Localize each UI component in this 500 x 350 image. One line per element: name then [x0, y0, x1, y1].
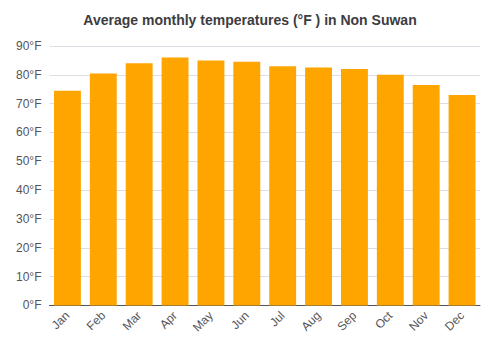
svg-text:90°F: 90°F: [16, 39, 41, 53]
svg-text:Feb: Feb: [84, 308, 109, 333]
svg-text:20°F: 20°F: [16, 241, 41, 255]
svg-text:May: May: [190, 309, 216, 335]
svg-text:Aug: Aug: [299, 309, 324, 334]
svg-text:50°F: 50°F: [16, 154, 41, 168]
svg-text:Nov: Nov: [406, 309, 431, 334]
svg-text:Jul: Jul: [267, 309, 288, 330]
svg-text:Sep: Sep: [334, 308, 359, 333]
svg-text:70°F: 70°F: [16, 97, 41, 111]
svg-text:10°F: 10°F: [16, 270, 41, 284]
svg-text:Average monthly temperatures (: Average monthly temperatures (°F ) in No…: [83, 12, 416, 28]
svg-text:30°F: 30°F: [16, 212, 41, 226]
svg-text:0°F: 0°F: [23, 298, 42, 312]
svg-text:60°F: 60°F: [16, 125, 41, 139]
svg-text:40°F: 40°F: [16, 183, 41, 197]
svg-text:Oct: Oct: [372, 308, 396, 332]
svg-text:80°F: 80°F: [16, 68, 41, 82]
svg-text:Jan: Jan: [49, 309, 73, 333]
svg-text:Mar: Mar: [120, 309, 145, 333]
svg-text:Dec: Dec: [442, 309, 467, 334]
svg-text:Jun: Jun: [228, 309, 252, 333]
svg-text:Apr: Apr: [157, 309, 180, 332]
